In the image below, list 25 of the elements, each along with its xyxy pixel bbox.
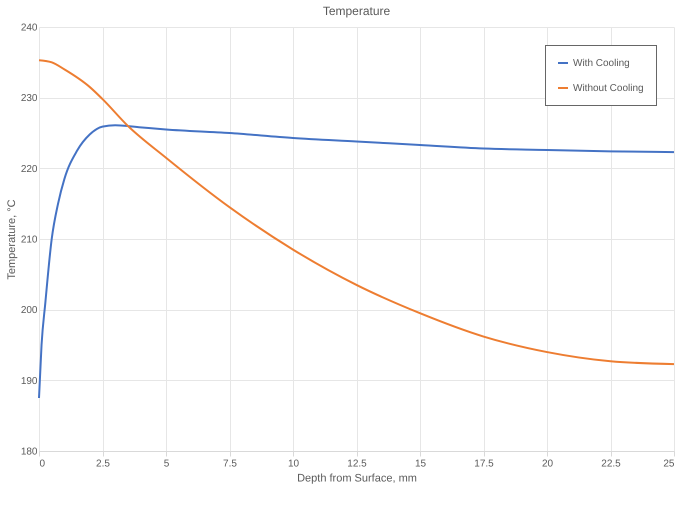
- y-tick-label: 230: [20, 93, 38, 104]
- y-tick-label: 190: [20, 376, 38, 387]
- legend-label: Without Cooling: [573, 83, 644, 94]
- y-tick-label: 240: [20, 22, 38, 34]
- x-tick-label: 7.5: [223, 458, 238, 470]
- x-tick-label: 10: [288, 458, 300, 470]
- line-series: [38, 59, 675, 366]
- y-axis-title: Temperature, °C: [6, 199, 18, 280]
- x-tick-label: 12.5: [347, 458, 368, 470]
- x-tick-label: 20: [542, 458, 554, 470]
- y-tick-label: 200: [20, 305, 38, 316]
- chart-title: Temperature: [322, 4, 391, 18]
- x-tick-label: 25: [663, 458, 675, 470]
- y-tick-label: 220: [20, 164, 38, 175]
- x-tick-label: 2.5: [96, 458, 110, 470]
- x-tick-label: 15: [414, 458, 426, 470]
- x-tick-label: 22.5: [601, 458, 622, 470]
- x-tick-label: 5: [164, 458, 170, 470]
- legend-label: With Cooling: [573, 58, 630, 69]
- x-axis-title: Depth from Surface, mm: [297, 472, 417, 484]
- y-tick-label: 210: [20, 234, 38, 246]
- x-tick-label: 0: [40, 458, 46, 470]
- y-tick-label: 180: [20, 446, 38, 458]
- line-series: [38, 124, 675, 399]
- x-tick-label: 17.5: [474, 458, 494, 470]
